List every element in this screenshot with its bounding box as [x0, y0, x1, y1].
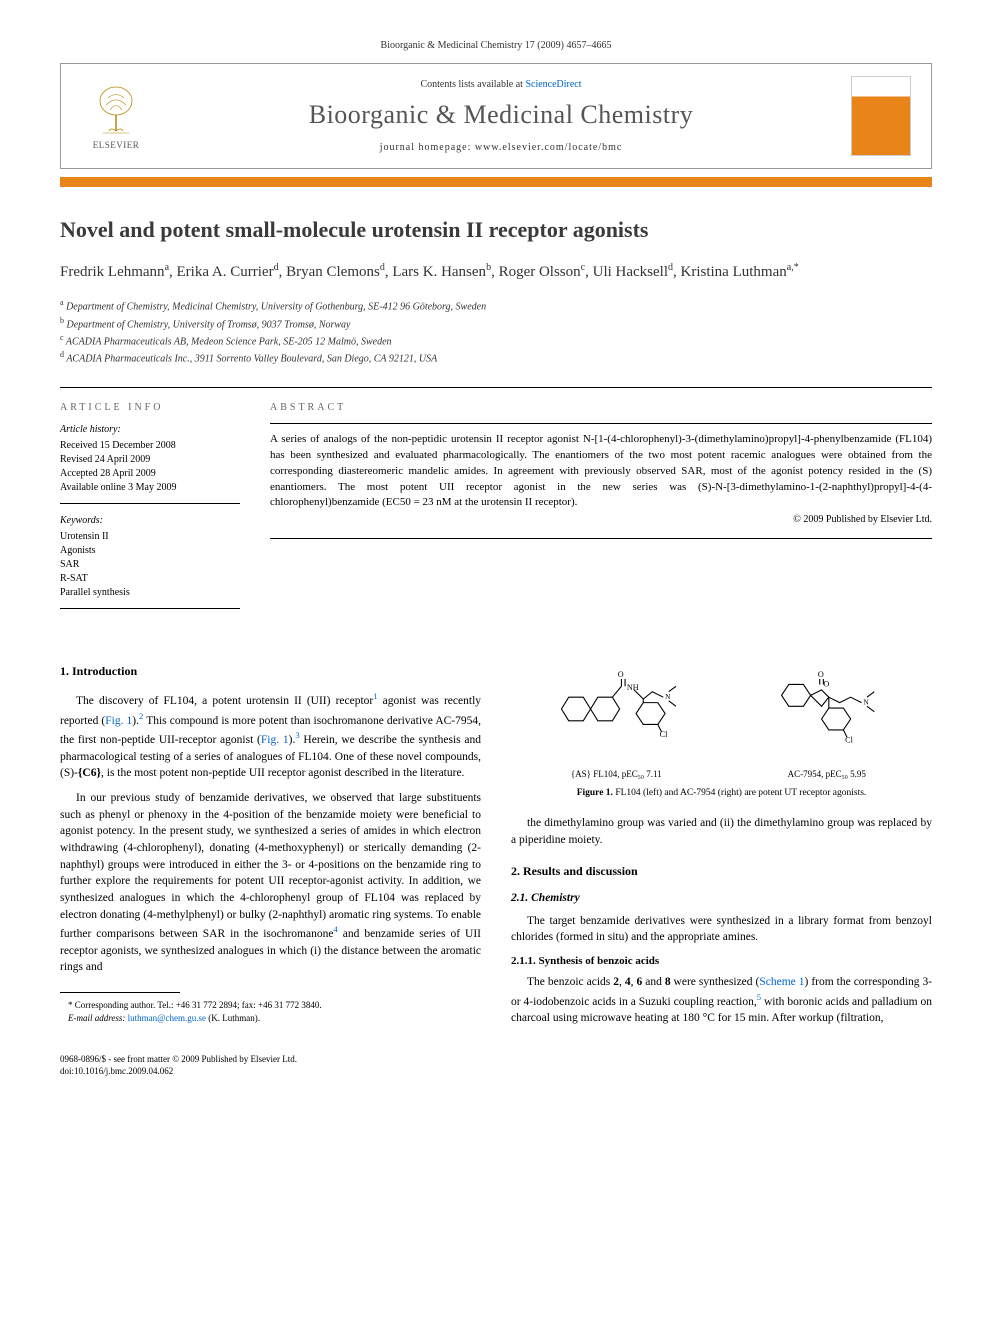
abstract-body: A series of analogs of the non-peptidic … — [270, 433, 932, 509]
orange-divider-bar — [60, 177, 932, 187]
keywords-label: Keywords: — [60, 514, 240, 528]
keywords-block: Keywords: Urotensin IIAgonistsSARR-SATPa… — [60, 514, 240, 609]
issn-copyright: 0968-0896/$ - see front matter © 2009 Pu… — [60, 1054, 481, 1066]
received-date: Received 15 December 2008 — [60, 439, 240, 453]
abstract-heading: ABSTRACT — [270, 402, 932, 413]
corresponding-email-link[interactable]: luthman@chem.gu.se — [128, 1013, 206, 1023]
abstract-text: A series of analogs of the non-peptidic … — [270, 423, 932, 539]
affiliation-line: a Department of Chemistry, Medicinal Che… — [60, 297, 932, 314]
keyword-item: R-SAT — [60, 572, 240, 586]
homepage-prefix: journal homepage: — [380, 142, 475, 153]
affiliation-line: b Department of Chemistry, University of… — [60, 315, 932, 332]
svg-text:O: O — [823, 679, 829, 688]
figure-link[interactable]: Fig. 1 — [261, 734, 289, 746]
keyword-item: Parallel synthesis — [60, 586, 240, 600]
figure-1-caption: Figure 1. FL104 (left) and AC-7954 (righ… — [511, 787, 932, 801]
svg-text:N: N — [665, 693, 671, 701]
intro-paragraph-3-continuation: the dimethylamino group was varied and (… — [511, 815, 932, 848]
journal-header-box: ELSEVIER Contents lists available at Sci… — [60, 63, 932, 169]
fl104-label: {AS} FL104, pEC₅₀ 7.11 — [541, 768, 691, 781]
article-info-column: ARTICLE INFO Article history: Received 1… — [60, 402, 240, 619]
sciencedirect-link[interactable]: ScienceDirect — [525, 79, 581, 90]
keyword-item: SAR — [60, 558, 240, 572]
front-matter-info: 0968-0896/$ - see front matter © 2009 Pu… — [60, 1054, 481, 1077]
intro-paragraph-1: The discovery of FL104, a potent urotens… — [60, 690, 481, 782]
svg-text:O: O — [618, 670, 624, 679]
introduction-heading: 1. Introduction — [60, 663, 481, 680]
corresponding-tel-fax: * Corresponding author. Tel.: +46 31 772… — [60, 999, 481, 1012]
affiliation-line: c ACADIA Pharmaceuticals AB, Medeon Scie… — [60, 332, 932, 349]
benzoic-acids-paragraph: The benzoic acids 2, 4, 6 and 8 were syn… — [511, 974, 932, 1027]
figure-link[interactable]: Fig. 1 — [105, 714, 132, 726]
keyword-item: Urotensin II — [60, 530, 240, 544]
ac7954-structure-icon: O O N Cl — [752, 659, 902, 759]
ref-link[interactable]: 1 — [373, 691, 377, 701]
journal-cover-thumbnail — [851, 76, 911, 156]
ac7954-label: AC-7954, pEC₅₀ 5.95 — [752, 768, 902, 781]
ref-link[interactable]: 5 — [757, 992, 761, 1002]
ref-link[interactable]: 3 — [295, 730, 299, 740]
affiliation-line: d ACADIA Pharmaceuticals Inc., 3911 Sorr… — [60, 349, 932, 366]
left-column: 1. Introduction The discovery of FL104, … — [60, 649, 481, 1078]
elsevier-tree-icon — [91, 83, 141, 138]
chemistry-subheading: 2.1. Chemistry — [511, 890, 932, 907]
benzoic-acids-subheading: 2.1.1. Synthesis of benzoic acids — [511, 954, 932, 970]
footnote-separator — [60, 992, 180, 993]
doi-line: doi:10.1016/j.bmc.2009.04.062 — [60, 1066, 481, 1078]
molecule-ac7954: O O N Cl AC-7954, pEC₅₀ 5.95 — [752, 659, 902, 782]
online-date: Available online 3 May 2009 — [60, 481, 240, 495]
homepage-url: www.elsevier.com/locate/bmc — [475, 142, 622, 153]
figure-1-caption-text: FL104 (left) and AC-7954 (right) are pot… — [615, 788, 866, 798]
corresponding-author-footnote: * Corresponding author. Tel.: +46 31 772… — [60, 999, 481, 1024]
journal-homepage-line: journal homepage: www.elsevier.com/locat… — [151, 142, 851, 153]
svg-text:O: O — [818, 670, 824, 679]
intro-paragraph-2: In our previous study of benzamide deriv… — [60, 790, 481, 976]
article-title: Novel and potent small-molecule urotensi… — [60, 217, 932, 243]
results-heading: 2. Results and discussion — [511, 863, 932, 880]
journal-reference: Bioorganic & Medicinal Chemistry 17 (200… — [60, 40, 932, 51]
revised-date: Revised 24 April 2009 — [60, 453, 240, 467]
article-history-block: Article history: Received 15 December 20… — [60, 423, 240, 504]
svg-text:N: N — [863, 698, 869, 706]
copyright-line: © 2009 Published by Elsevier Ltd. — [270, 513, 932, 528]
ref-link[interactable]: 2 — [139, 711, 143, 721]
keyword-item: Agonists — [60, 544, 240, 558]
contents-prefix: Contents lists available at — [420, 79, 525, 90]
figure-1: NH N Cl O {AS} FL104, pEC₅₀ 7.11 — [511, 659, 932, 801]
history-label: Article history: — [60, 423, 240, 437]
accepted-date: Accepted 28 April 2009 — [60, 467, 240, 481]
scheme-link[interactable]: Scheme 1 — [759, 976, 804, 988]
chemistry-paragraph-1: The target benzamide derivatives were sy… — [511, 913, 932, 946]
elsevier-text: ELSEVIER — [93, 140, 140, 150]
right-column: NH N Cl O {AS} FL104, pEC₅₀ 7.11 — [511, 649, 932, 1078]
contents-available-line: Contents lists available at ScienceDirec… — [151, 79, 851, 90]
elsevier-logo: ELSEVIER — [81, 76, 151, 156]
journal-title: Bioorganic & Medicinal Chemistry — [151, 100, 851, 130]
author-list: Fredrik Lehmanna, Erika A. Currierd, Bry… — [60, 261, 932, 283]
affiliations-list: a Department of Chemistry, Medicinal Che… — [60, 297, 932, 366]
email-label: E-mail address: — [68, 1013, 125, 1023]
ref-link[interactable]: 4 — [333, 924, 337, 934]
article-info-heading: ARTICLE INFO — [60, 402, 240, 413]
corresponding-email-name: (K. Luthman). — [208, 1013, 260, 1023]
abstract-column: ABSTRACT A series of analogs of the non-… — [270, 402, 932, 619]
svg-text:NH: NH — [627, 683, 639, 692]
molecule-fl104: NH N Cl O {AS} FL104, pEC₅₀ 7.11 — [541, 659, 691, 782]
fl104-structure-icon: NH N Cl O — [541, 659, 691, 759]
